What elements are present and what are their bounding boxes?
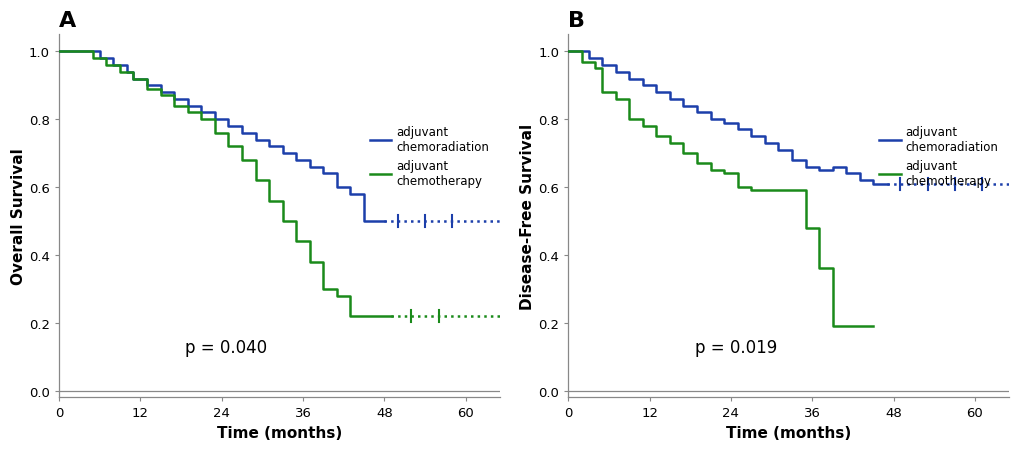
X-axis label: Time (months): Time (months) bbox=[216, 425, 341, 440]
Legend: adjuvant
chemoradiation, adjuvant
chemotherapy: adjuvant chemoradiation, adjuvant chemot… bbox=[874, 121, 1002, 192]
Y-axis label: Disease-Free Survival: Disease-Free Survival bbox=[520, 124, 535, 309]
X-axis label: Time (months): Time (months) bbox=[726, 425, 850, 440]
Text: A: A bbox=[59, 11, 76, 31]
Text: p = 0.040: p = 0.040 bbox=[185, 338, 267, 356]
Text: p = 0.019: p = 0.019 bbox=[694, 338, 776, 356]
Legend: adjuvant
chemoradiation, adjuvant
chemotherapy: adjuvant chemoradiation, adjuvant chemot… bbox=[365, 121, 493, 192]
Text: B: B bbox=[568, 11, 585, 31]
Y-axis label: Overall Survival: Overall Survival bbox=[11, 148, 26, 285]
